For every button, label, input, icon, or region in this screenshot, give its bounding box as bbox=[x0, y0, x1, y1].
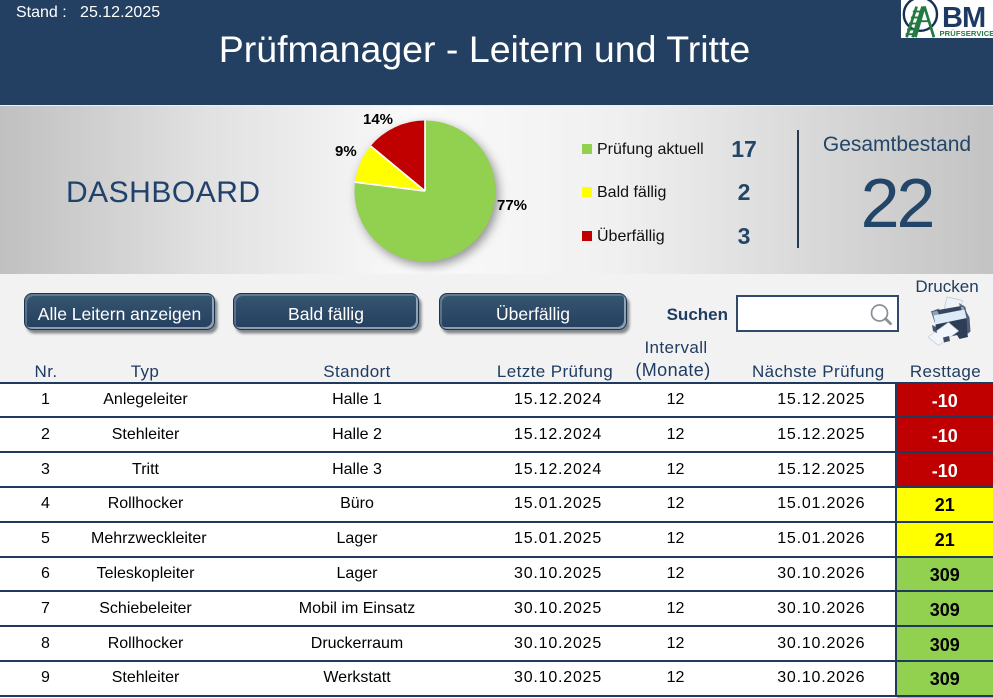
svg-text:PRÜFSERVICE: PRÜFSERVICE bbox=[940, 29, 993, 38]
svg-text:BM: BM bbox=[942, 2, 985, 34]
